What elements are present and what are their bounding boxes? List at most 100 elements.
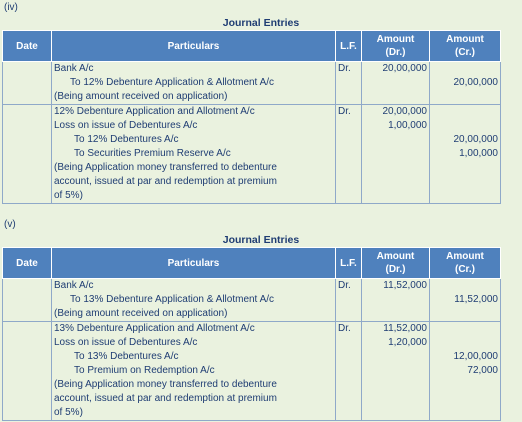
dr-value [364, 189, 427, 203]
header-lf: L.F. [335, 30, 362, 62]
cell-lf: Dr. [335, 321, 362, 421]
cr-value [432, 406, 498, 420]
cell-particulars: 13% Debenture Application and Allotment … [51, 321, 336, 421]
lf-value: Dr. [338, 63, 351, 74]
lf-value [338, 90, 359, 104]
journal-title: Journal Entries [222, 234, 300, 246]
lf-value [338, 76, 359, 90]
cr-value [432, 175, 498, 189]
lf-value [338, 392, 359, 406]
cr-value [432, 189, 498, 203]
cr-value [432, 119, 498, 133]
cr-value: 11,52,000 [454, 294, 498, 305]
header-amount-dr: Amount (Dr.) [361, 30, 430, 62]
dr-value [364, 293, 427, 307]
cell-cr: 12,00,000 72,000 [429, 321, 501, 421]
cr-value: 1,00,000 [459, 148, 498, 159]
cell-particulars: 12% Debenture Application and Allotment … [51, 104, 336, 204]
cell-date [2, 104, 52, 204]
dr-value [364, 392, 427, 406]
header-amount-cr: Amount (Cr.) [429, 247, 501, 279]
cr-value [432, 322, 498, 336]
journal-title: Journal Entries [222, 17, 300, 29]
lf-value: Dr. [338, 280, 351, 291]
header-amount-cr: Amount (Cr.) [429, 30, 501, 62]
cr-value [432, 279, 498, 293]
dr-value [364, 133, 427, 147]
header-particulars: Particulars [51, 247, 336, 279]
particulars-line: Bank A/c [54, 280, 94, 291]
cell-date [2, 278, 52, 322]
cr-value [432, 161, 498, 175]
lf-value [338, 161, 359, 175]
dr-value: 11,52,000 [383, 280, 427, 291]
cr-value [432, 378, 498, 392]
dr-value [364, 76, 427, 90]
journal-entry-row: Bank A/c To 12% Debenture Application & A… [2, 61, 501, 105]
header-lf: L.F. [335, 247, 362, 279]
cell-dr: 11,52,000 1,20,000 [361, 321, 430, 421]
cr-value: 20,00,000 [453, 134, 499, 145]
header-particulars: Particulars [51, 30, 336, 62]
dr-value [364, 307, 427, 321]
lf-value [338, 189, 359, 203]
dr-value [364, 350, 427, 364]
cr-value [432, 307, 498, 321]
particulars-line: (Being amount received on application) [54, 308, 228, 319]
lf-value [338, 119, 359, 133]
dr-value: 20,00,000 [382, 63, 428, 74]
particulars-line: To 13% Debenture Application & Allotment… [70, 294, 275, 305]
lf-value [338, 175, 359, 189]
lf-value: Dr. [338, 323, 351, 334]
cr-value [432, 62, 498, 76]
particulars-line: Loss on issue of Debentures A/c [54, 120, 198, 131]
section-label: (iv) [4, 2, 18, 13]
cell-particulars: Bank A/c To 12% Debenture Application & A… [51, 61, 336, 105]
cell-cr: 20,00,000 1,00,000 [429, 104, 501, 204]
dr-value: 11,52,000 [383, 323, 427, 334]
particulars-line: (Being amount received on application) [54, 91, 228, 102]
particulars-line: account, issued at par and redemption at… [54, 176, 277, 187]
cell-date [2, 321, 52, 421]
cr-value: 12,00,000 [453, 351, 499, 362]
cr-value [432, 90, 498, 104]
lf-value [338, 133, 359, 147]
cell-dr: 11,52,000 [361, 278, 430, 322]
dr-value [364, 175, 427, 189]
cell-date [2, 61, 52, 105]
particulars-line: To Premium on Redemption A/c [74, 365, 215, 376]
header-amount-dr: Amount (Dr.) [361, 247, 430, 279]
cell-dr: 20,00,000 1,00,000 [361, 104, 430, 204]
lf-value [338, 350, 359, 364]
cell-cr: 11,52,000 [429, 278, 501, 322]
journal-table: Date Particulars L.F. Amount (Dr.) Amount… [2, 247, 501, 421]
dr-value [364, 406, 427, 420]
particulars-line: To 12% Debentures A/c [74, 134, 179, 145]
particulars-line: of 5%) [54, 407, 83, 418]
journal-table: Date Particulars L.F. Amount (Dr.) Amount… [2, 30, 501, 204]
particulars-line: To 13% Debentures A/c [74, 351, 179, 362]
lf-value [338, 147, 359, 161]
particulars-line: of 5%) [54, 190, 83, 201]
journal-entry-row: Bank A/c To 13% Debenture Application & A… [2, 278, 501, 322]
dr-value [364, 161, 427, 175]
lf-value [338, 336, 359, 350]
particulars-line: Bank A/c [54, 63, 94, 74]
cell-cr: 20,00,000 [429, 61, 501, 105]
dr-value [364, 378, 427, 392]
cell-particulars: Bank A/c To 13% Debenture Application & A… [51, 278, 336, 322]
dr-value [364, 364, 427, 378]
cr-value [432, 336, 498, 350]
particulars-line: 13% Debenture Application and Allotment … [54, 323, 255, 334]
cell-lf: Dr. [335, 104, 362, 204]
dr-value [364, 147, 427, 161]
dr-value: 1,00,000 [388, 120, 427, 131]
cell-lf: Dr. [335, 278, 362, 322]
particulars-line: To 12% Debenture Application & Allotment… [70, 77, 275, 88]
cr-value: 20,00,000 [453, 77, 499, 88]
dr-value [364, 90, 427, 104]
cr-value [432, 105, 498, 119]
cell-dr: 20,00,000 [361, 61, 430, 105]
lf-value [338, 307, 359, 321]
journal-entry-row: 13% Debenture Application and Allotment … [2, 321, 501, 421]
